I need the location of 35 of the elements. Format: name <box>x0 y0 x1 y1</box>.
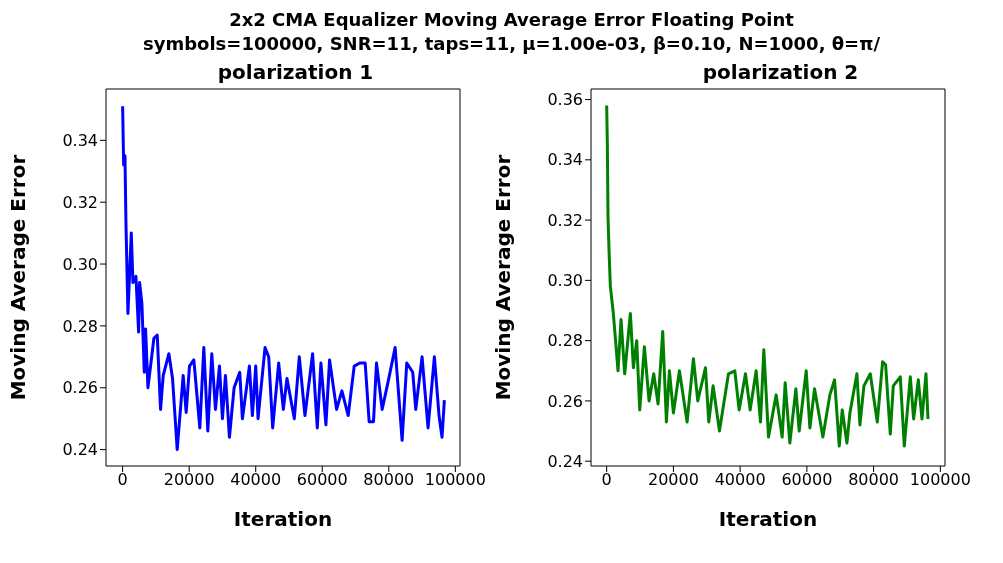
x-axis-title: Iteration <box>233 507 333 531</box>
x-tick-label: 80000 <box>363 470 415 490</box>
y-tick-label: 0.26 <box>62 378 98 398</box>
x-tick-label: 60000 <box>296 470 348 490</box>
chart-title: polarization 1 <box>216 60 375 86</box>
x-tick-label: 0 <box>601 470 612 490</box>
chart-title: polarization 2 <box>701 60 860 86</box>
y-tick-label: 0.24 <box>62 440 98 460</box>
line-series <box>605 104 930 448</box>
y-axis-title: Moving Average Error <box>491 154 516 401</box>
text: 2x2 CMA Equalizer Moving Average Error Floating Point <box>228 8 795 32</box>
x-tick-label: 100000 <box>909 470 971 490</box>
y-tick-label: 0.28 <box>547 331 583 351</box>
y-axis-title: Moving Average Error <box>6 154 31 401</box>
x-tick-label: 20000 <box>647 470 699 490</box>
y-tick-label: 0.36 <box>547 90 583 110</box>
line-series <box>121 104 446 452</box>
y-tick-label: 0.30 <box>547 271 583 291</box>
x-tick-label: 0 <box>117 470 128 490</box>
y-tick-label: 0.32 <box>547 210 583 230</box>
y-tick-label: 0.32 <box>62 192 98 212</box>
y-tick-label: 0.24 <box>547 451 583 471</box>
x-axis-title: Iteration <box>718 507 818 531</box>
x-tick-label: 80000 <box>848 470 900 490</box>
x-tick-label: 20000 <box>163 470 215 490</box>
text: symbols=100000, SNR=11, taps=11, μ=1.00e-03, β=0.10, N=1000, θ=π/ <box>141 32 881 56</box>
y-tick-label: 0.30 <box>62 254 98 274</box>
y-tick-label: 0.28 <box>62 316 98 336</box>
x-tick-label: 100000 <box>424 470 486 490</box>
x-tick-label: 60000 <box>781 470 833 490</box>
y-tick-label: 0.34 <box>62 131 98 151</box>
x-tick-label: 40000 <box>230 470 282 490</box>
x-tick-label: 40000 <box>714 470 766 490</box>
y-tick-label: 0.34 <box>547 150 583 170</box>
y-tick-label: 0.26 <box>547 391 583 411</box>
